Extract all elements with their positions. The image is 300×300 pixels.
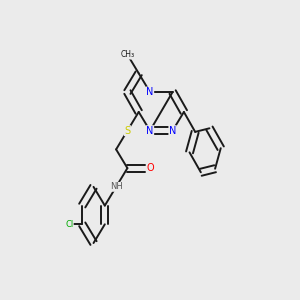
- Text: S: S: [124, 126, 130, 136]
- Text: CH₃: CH₃: [120, 50, 134, 59]
- Text: N: N: [146, 126, 154, 136]
- Text: O: O: [146, 163, 154, 173]
- Text: Cl: Cl: [65, 220, 73, 229]
- Text: N: N: [169, 126, 176, 136]
- Text: N: N: [146, 87, 154, 97]
- Text: NH: NH: [110, 182, 122, 191]
